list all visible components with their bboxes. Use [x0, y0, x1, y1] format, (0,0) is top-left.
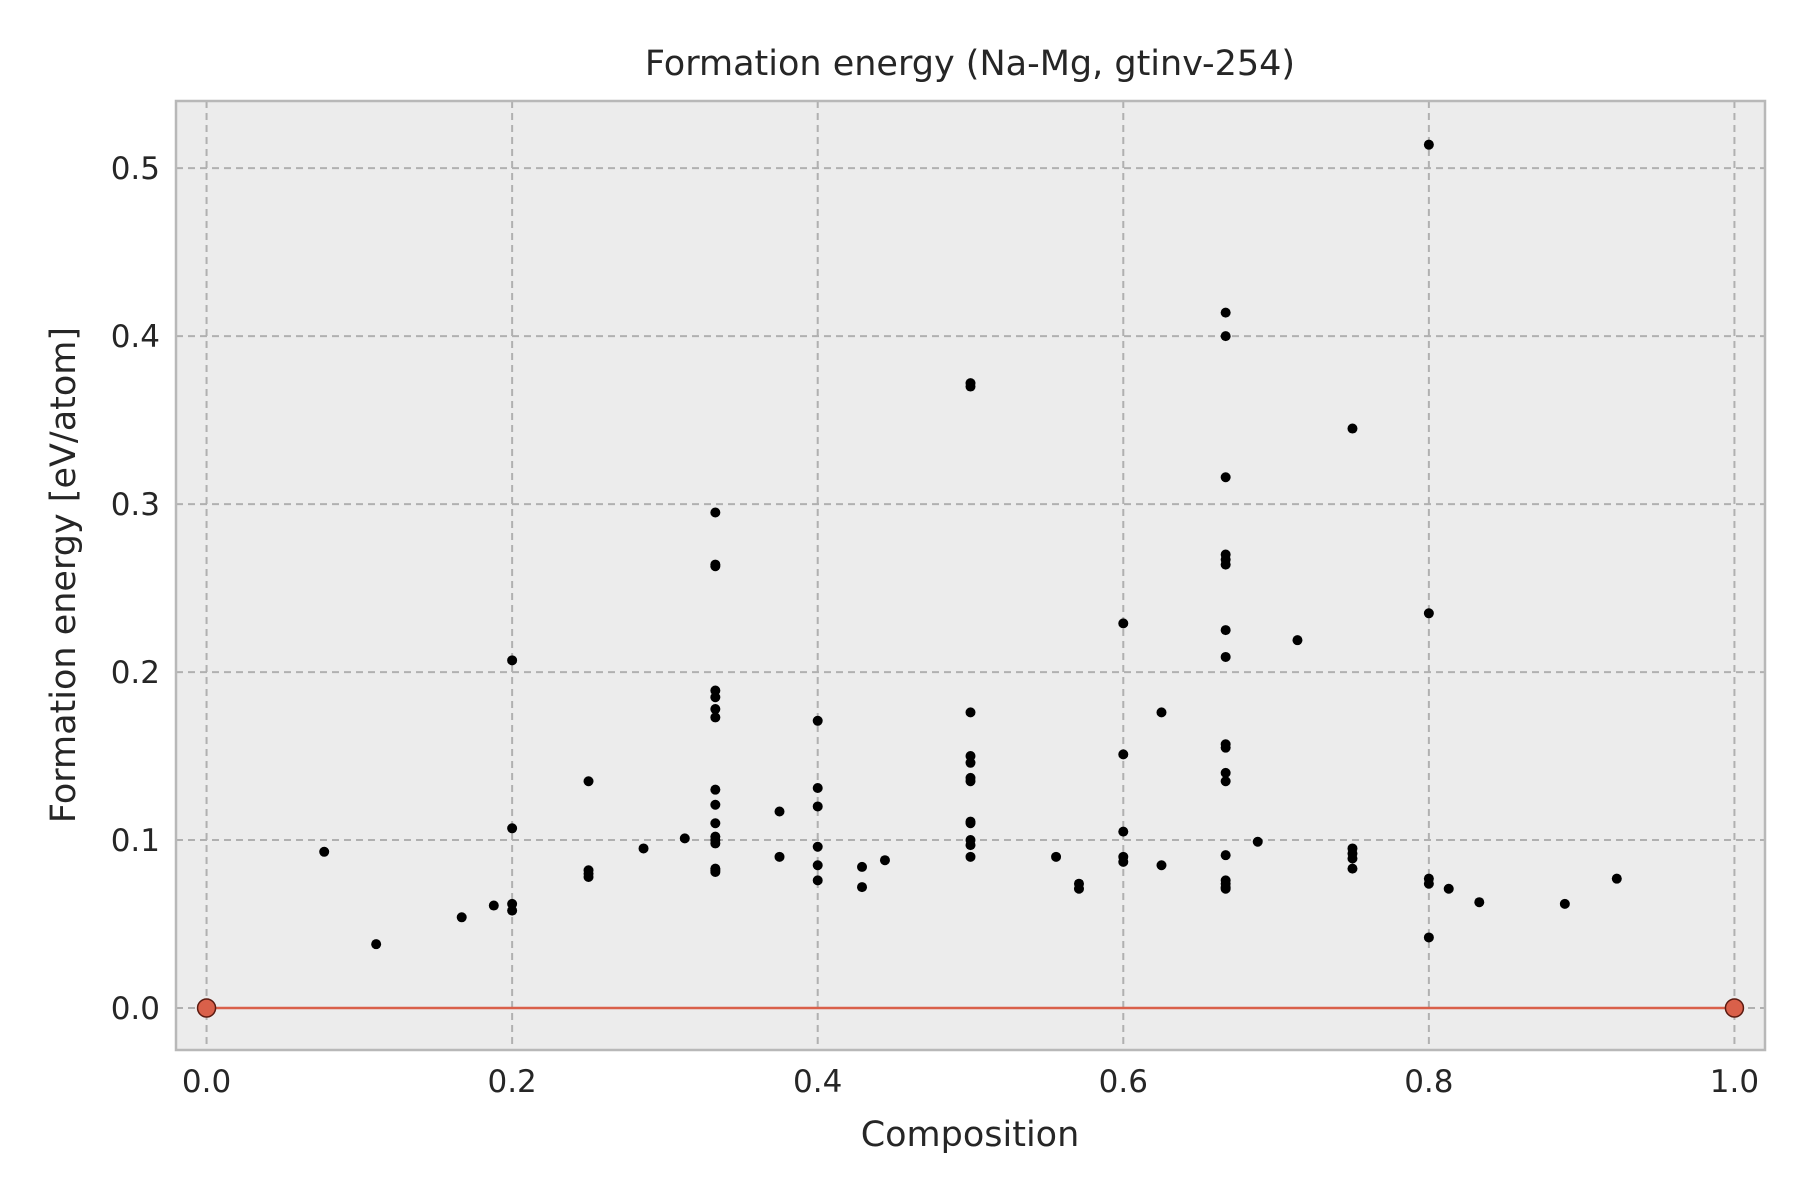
data-point	[1220, 776, 1231, 787]
data-point	[1423, 139, 1434, 150]
data-point	[812, 841, 823, 852]
data-point	[812, 860, 823, 871]
hull-point	[1724, 998, 1745, 1018]
data-point	[638, 843, 649, 854]
data-point	[1559, 898, 1570, 909]
data-point	[1347, 863, 1358, 874]
data-point	[507, 655, 518, 666]
x-tick-label: 0.2	[487, 1064, 536, 1100]
data-point	[710, 818, 721, 829]
data-point	[1347, 853, 1358, 864]
data-point	[1220, 850, 1231, 861]
x-tick-labels: 0.0 0.2 0.4 0.6 0.8 1.0	[182, 1064, 1759, 1100]
data-points	[319, 139, 1622, 950]
x-tick-label: 1.0	[1710, 1064, 1759, 1100]
data-point	[1220, 559, 1231, 570]
y-tick-labels: 0.0 0.1 0.2 0.3 0.4 0.5	[111, 151, 160, 1027]
data-point	[965, 840, 976, 851]
data-point	[1118, 618, 1129, 629]
data-point	[812, 715, 823, 726]
data-point	[710, 838, 721, 849]
data-point	[1443, 883, 1454, 894]
hull-point	[196, 998, 217, 1018]
data-point	[1118, 856, 1129, 867]
plot-background	[176, 101, 1765, 1050]
data-point	[857, 861, 868, 872]
data-point	[710, 692, 721, 703]
data-point	[1220, 331, 1231, 342]
data-point	[1156, 707, 1167, 718]
data-point	[1220, 767, 1231, 778]
data-point	[965, 818, 976, 829]
data-point	[1073, 883, 1084, 894]
data-point	[965, 707, 976, 718]
y-axis-label: Formation energy [eV/atom]	[44, 327, 84, 823]
data-point	[710, 561, 721, 572]
data-point	[1423, 608, 1434, 619]
data-point	[1220, 307, 1231, 318]
x-tick-label: 0.0	[182, 1064, 231, 1100]
data-point	[583, 871, 594, 882]
data-point	[965, 776, 976, 787]
data-point	[812, 782, 823, 793]
data-point	[1118, 826, 1129, 837]
data-point	[1220, 472, 1231, 483]
data-point	[965, 851, 976, 862]
data-point	[507, 823, 518, 834]
y-tick-label: 0.1	[111, 823, 160, 859]
chart-title: Formation energy (Na-Mg, gtinv-254)	[645, 44, 1295, 84]
data-point	[1423, 878, 1434, 889]
data-point	[710, 507, 721, 518]
plot-frame	[174, 99, 1767, 1052]
y-tick-label: 0.0	[111, 991, 160, 1027]
data-point	[879, 855, 890, 866]
x-tick-label: 0.4	[793, 1064, 842, 1100]
data-point	[488, 900, 499, 911]
data-point	[1423, 932, 1434, 943]
data-point	[319, 846, 330, 857]
data-point	[1611, 873, 1622, 884]
data-point	[1220, 883, 1231, 894]
data-point	[456, 912, 467, 923]
data-point	[812, 801, 823, 812]
y-tick-label: 0.4	[111, 319, 160, 355]
data-point	[710, 799, 721, 810]
y-tick-label: 0.3	[111, 487, 160, 523]
x-axis-label: Composition	[861, 1115, 1080, 1155]
data-point	[1474, 897, 1485, 908]
data-point	[583, 776, 594, 787]
data-point	[710, 712, 721, 723]
data-point	[507, 905, 518, 916]
data-point	[710, 784, 721, 795]
data-point	[710, 704, 721, 715]
data-point	[1220, 625, 1231, 636]
data-point	[1156, 860, 1167, 871]
data-point	[1220, 742, 1231, 753]
data-point	[812, 875, 823, 886]
data-point	[1292, 635, 1303, 646]
data-point	[710, 865, 721, 876]
data-point	[371, 939, 382, 950]
data-point	[1118, 749, 1129, 760]
data-point	[1220, 651, 1231, 662]
y-tick-label: 0.5	[111, 151, 160, 187]
x-tick-label: 0.8	[1404, 1064, 1453, 1100]
data-point	[1051, 851, 1062, 862]
data-point	[1347, 423, 1358, 434]
data-point	[965, 381, 976, 392]
y-tick-label: 0.2	[111, 655, 160, 691]
data-point	[774, 806, 785, 817]
data-point	[1252, 836, 1263, 847]
data-point	[857, 882, 868, 893]
convex-hull	[196, 998, 1745, 1018]
data-point	[679, 833, 690, 844]
data-point	[965, 757, 976, 768]
data-point	[774, 851, 785, 862]
x-tick-label: 0.6	[1099, 1064, 1148, 1100]
